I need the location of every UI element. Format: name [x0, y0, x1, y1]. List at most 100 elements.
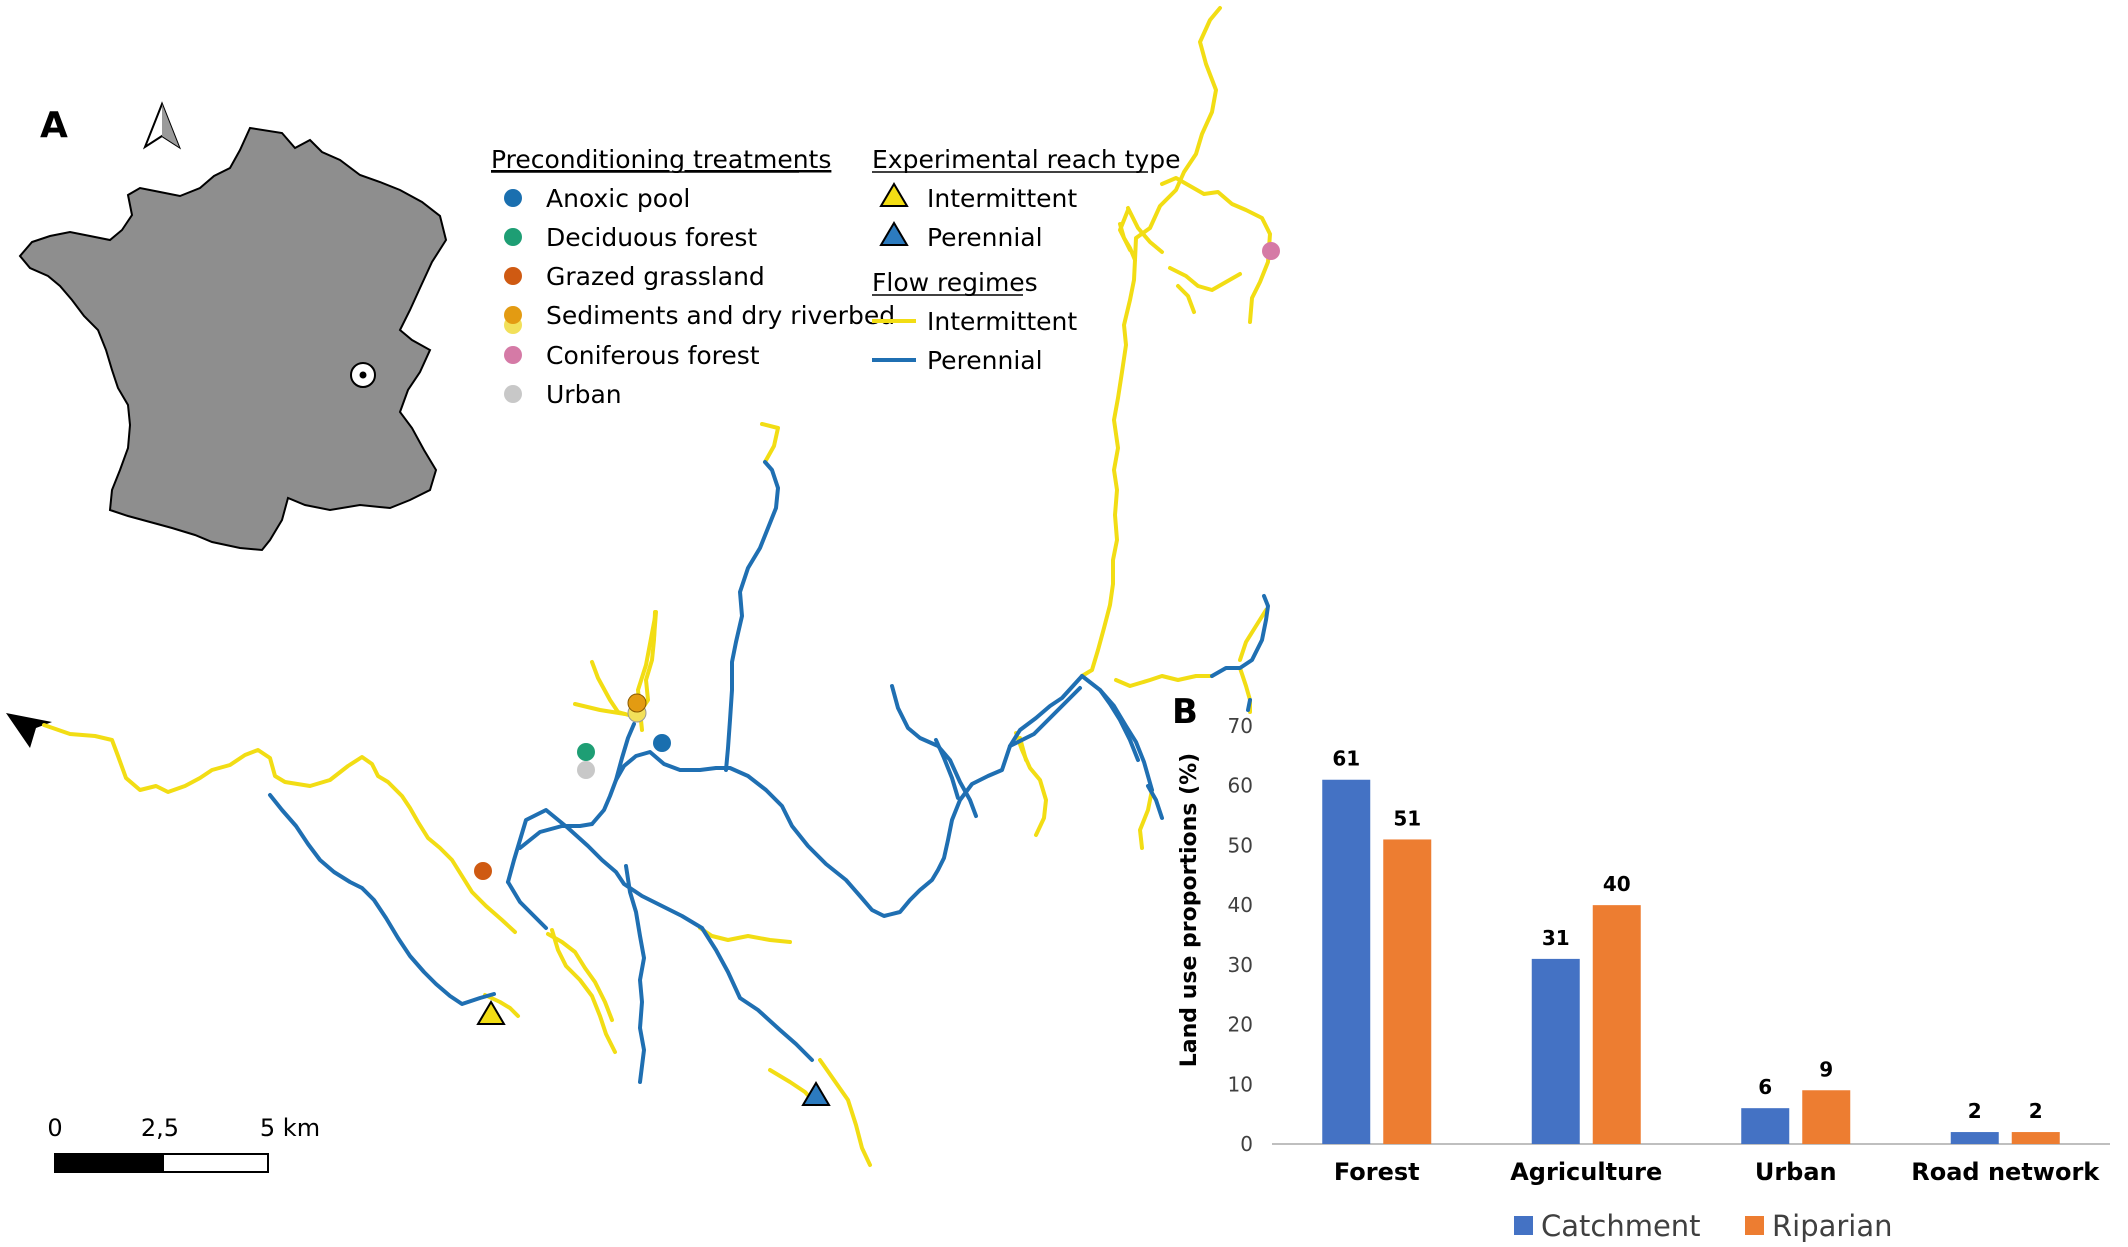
legend-title-flow-regimes: Flow regimes: [872, 268, 1038, 297]
site-deciduous-forest: [577, 743, 595, 761]
bar-value-label: 6: [1758, 1075, 1772, 1099]
bar-value-label: 51: [1393, 806, 1421, 830]
north-arrow-icon: [142, 101, 182, 150]
perennial-stream: [1098, 688, 1140, 762]
site-sediments: [627, 693, 647, 713]
bar-catchment-forest: [1322, 779, 1371, 1144]
bar-catchment-road-network: [1950, 1132, 1999, 1144]
bar-catchment-urban: [1741, 1108, 1790, 1144]
france-outline: [18, 126, 448, 552]
perennial-stream: [506, 880, 548, 930]
perennial-stream: [1246, 698, 1252, 712]
legend-flow-regimes: Flow regimes Intermittent Perennial: [872, 268, 1077, 375]
perennial-stream: [268, 793, 496, 1006]
legend-swatch-urban: [504, 385, 522, 403]
y-tick-label: 60: [1228, 774, 1253, 798]
legend-swatch-catchment: [1514, 1216, 1533, 1235]
chart-bars: [1322, 779, 2060, 1144]
legend-label-deciduous-forest: Deciduous forest: [546, 223, 757, 252]
panel-label-b: B: [1172, 692, 1198, 732]
bar-riparian-agriculture: [1592, 905, 1641, 1144]
perennial-stream: [1080, 674, 1154, 792]
perennial-stream: [518, 822, 594, 850]
intermittent-stream: [1138, 788, 1154, 850]
bar-catchment-agriculture: [1531, 958, 1580, 1144]
legend-label-sediments: Sediments and dry riverbed: [546, 301, 895, 330]
perennial-stream: [624, 864, 646, 1084]
intermittent-stream: [42, 723, 517, 934]
legend-preconditioning: Preconditioning treatments Anoxic pool D…: [491, 145, 895, 409]
category-label: Urban: [1755, 1158, 1837, 1186]
perennial-stream: [590, 674, 1084, 918]
legend-swatch-anoxic-pool: [504, 189, 522, 207]
legend-label-grazed-grassland: Grazed grassland: [546, 262, 765, 291]
intermittent-stream: [1114, 674, 1214, 688]
intermittent-stream: [1014, 731, 1048, 837]
legend-swatch-grazed-grassland: [504, 267, 522, 285]
legend-swatch-riparian: [1745, 1216, 1764, 1235]
intermittent-stream: [1126, 206, 1164, 254]
perennial-stream: [934, 738, 960, 800]
y-tick-label: 30: [1228, 953, 1253, 977]
site-coniferous-forest: [1262, 242, 1280, 260]
legend-title-preconditioning: Preconditioning treatments: [491, 145, 831, 174]
intermittent-stream: [550, 928, 617, 1054]
bar-value-label: 2: [2029, 1099, 2043, 1123]
legend-label-urban: Urban: [546, 380, 622, 409]
legend-swatch-coniferous-forest: [504, 346, 522, 364]
scale-label-0: 0: [47, 1114, 62, 1142]
legend-swatch-reach-perennial: [879, 221, 909, 246]
intermittent-stream: [483, 993, 520, 1018]
bar-value-label: 9: [1819, 1057, 1833, 1081]
site-urban: [577, 761, 595, 779]
perennial-stream: [506, 808, 814, 1062]
intermittent-stream: [818, 1058, 872, 1167]
perennial-stream: [1146, 784, 1164, 820]
reach-perennial-triangle: [801, 1081, 831, 1106]
sample-sites: [474, 242, 1280, 1106]
legend-swatch-deciduous-forest: [504, 228, 522, 246]
intermittent-stream: [1118, 208, 1132, 252]
intermittent-stream: [1160, 176, 1272, 324]
legend-label-flow-perennial: Perennial: [927, 346, 1043, 375]
chart-data-labels: 61 51 31 40 6 9 2 2: [1332, 747, 2042, 1123]
y-tick-label: 0: [1240, 1132, 1253, 1156]
intermittent-stream: [760, 422, 780, 464]
legend-reach-type: Experimental reach type Intermittent Per…: [872, 145, 1180, 252]
legend-label-coniferous-forest: Coniferous forest: [546, 341, 760, 370]
panel-a-map: A: [6, 6, 1280, 1173]
y-tick-label: 50: [1228, 833, 1253, 857]
bar-riparian-road-network: [2011, 1132, 2060, 1144]
bar-value-label: 31: [1542, 926, 1570, 950]
site-grazed-grassland: [474, 862, 492, 880]
chart-y-ticks: 0 10 20 30 40 50 60 70: [1228, 714, 1253, 1156]
bar-value-label: 2: [1968, 1099, 1982, 1123]
scale-label-5km: 5 km: [260, 1114, 320, 1142]
intermittent-stream: [1176, 284, 1196, 314]
perennial-stream: [1008, 686, 1082, 748]
y-tick-label: 10: [1228, 1072, 1253, 1096]
legend-label-anoxic-pool: Anoxic pool: [546, 184, 690, 213]
legend-swatch-reach-intermittent: [879, 182, 909, 207]
chart-category-labels: Forest Agriculture Urban Road network: [1334, 1158, 2100, 1186]
site-location-marker-icon: [350, 362, 376, 388]
legend-label-riparian: Riparian: [1772, 1209, 1893, 1243]
bar-value-label: 40: [1603, 872, 1631, 896]
scale-bar: 0 2,5 5 km: [47, 1114, 320, 1173]
legend-title-reach-type: Experimental reach type: [872, 145, 1180, 174]
scale-label-2-5: 2,5: [141, 1114, 179, 1142]
panel-b-chart: B Land use proportions (%) 0102030405060…: [1172, 692, 2110, 1243]
intermittent-stream: [1238, 608, 1268, 662]
chart-legend: Catchment Riparian: [1514, 1209, 1893, 1243]
legend-label-flow-intermittent: Intermittent: [927, 307, 1077, 336]
legend-label-reach-perennial: Perennial: [927, 223, 1043, 252]
category-label: Road network: [1911, 1158, 2100, 1186]
flow-direction-arrow-icon: [6, 713, 52, 748]
bar-riparian-urban: [1802, 1090, 1851, 1144]
intermittent-stream: [1168, 266, 1242, 292]
y-tick-label: 40: [1228, 893, 1253, 917]
perennial-stream: [614, 722, 636, 782]
intermittent-stream: [573, 702, 627, 716]
intermittent-stream: [698, 926, 792, 944]
